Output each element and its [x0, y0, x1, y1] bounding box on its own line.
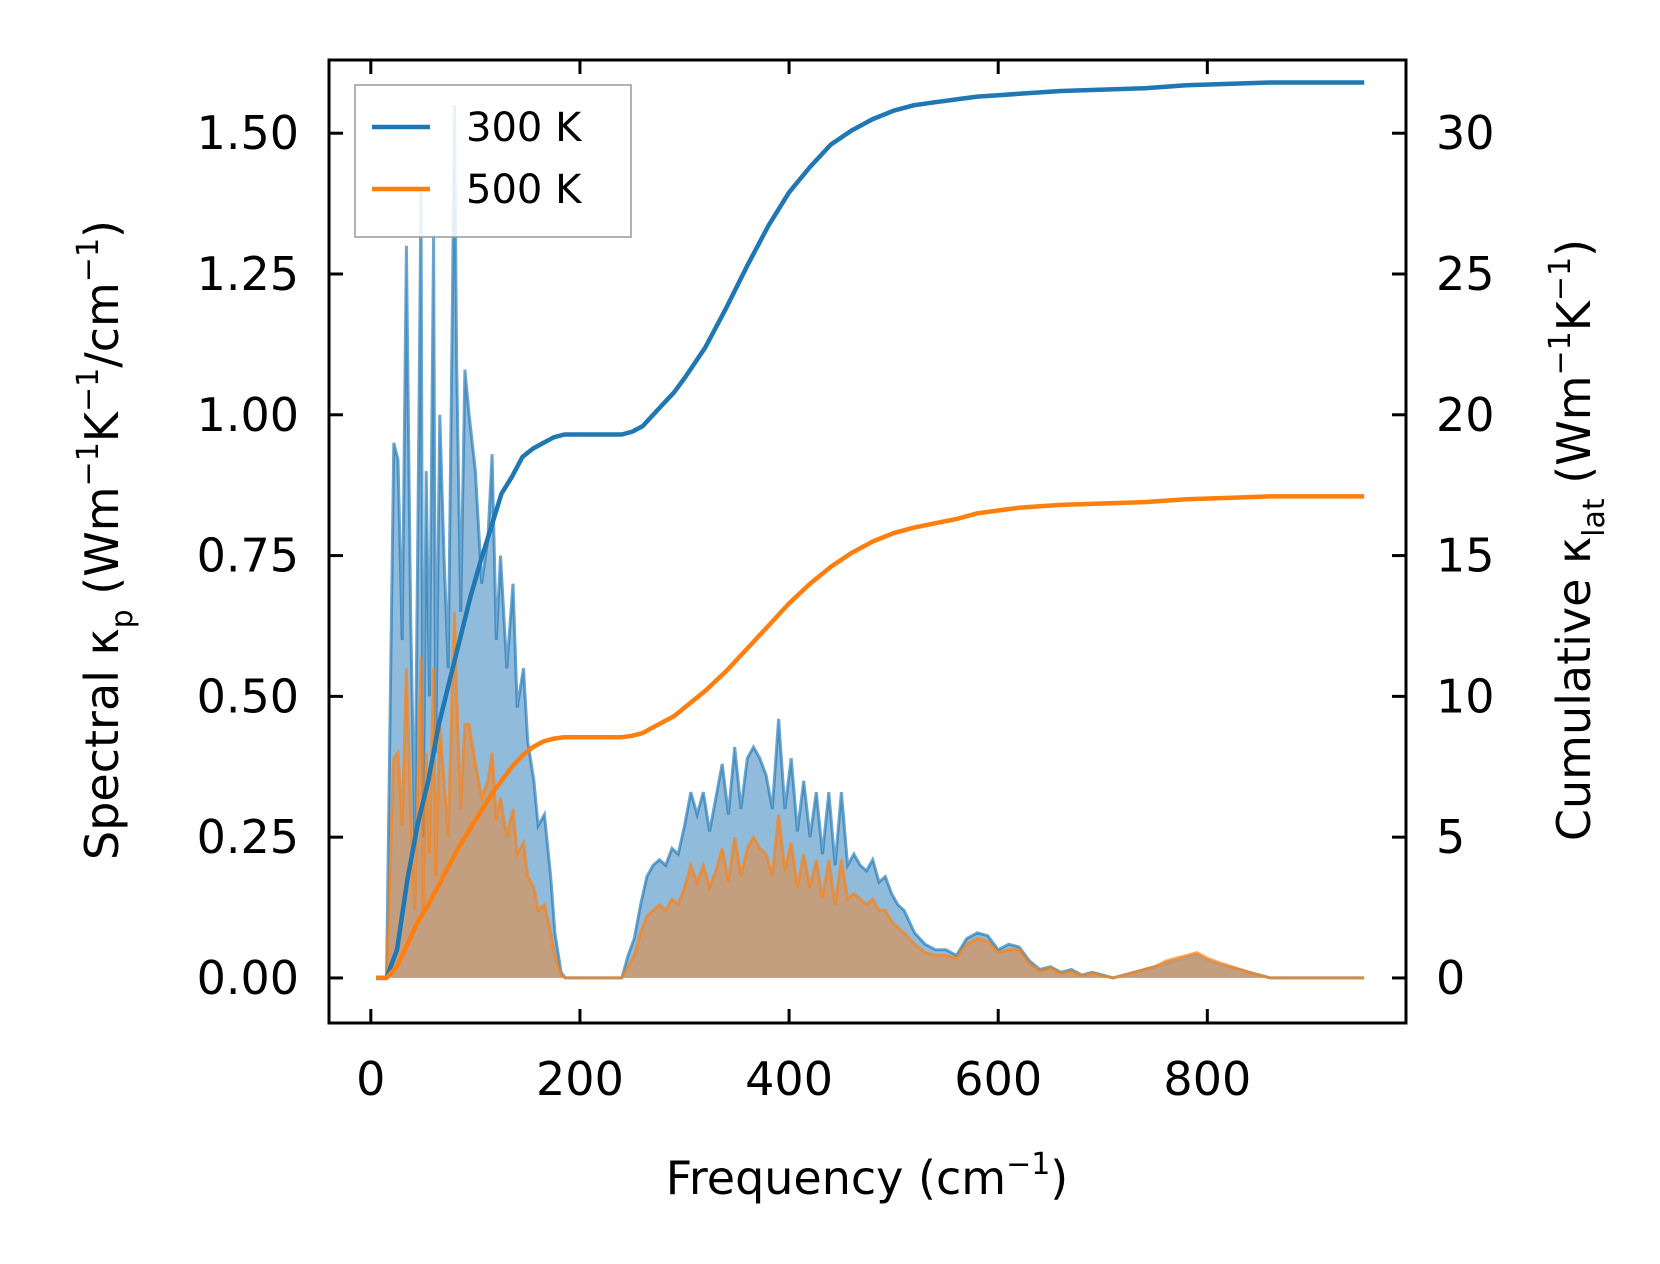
legend: 300 K 500 K [354, 84, 632, 238]
y-left-tick-label-2: 0.50 [197, 669, 299, 723]
y-left-tick-label-3: 0.75 [197, 529, 299, 583]
x-axis-title-end: ) [1050, 1151, 1068, 1205]
cumulative-line-500k [376, 494, 1365, 981]
ylab-right-part-3: −1 [1543, 331, 1578, 375]
ylab-left-part-4: K [75, 410, 129, 442]
y-axis-right-title: Cumulative κlat (Wm−1K−1) [1543, 239, 1612, 841]
spectral-fills [376, 105, 1365, 980]
y-right-tick-label-5: 25 [1436, 247, 1495, 301]
y-left-tick-label-1: 0.25 [197, 810, 299, 864]
ylab-left-part-1: p [105, 609, 140, 628]
spectral-area-500k [376, 611, 1365, 978]
y-axis-left-title: Spectral κp (Wm−1K−1/cm−1) [71, 220, 140, 860]
plot-frame [327, 58, 1408, 1025]
series-lines [376, 80, 1365, 981]
ylab-left-part-0: Spectral κ [75, 628, 129, 860]
y-right-tick-label-0: 0 [1436, 951, 1465, 1005]
y-left-tick-label-6: 1.50 [197, 106, 299, 160]
x-tick-label-200: 200 [536, 1052, 624, 1106]
axis-ticks: 0 200 400 600 8000.000.250.500.751.001.251.5… [197, 60, 1495, 1106]
y-right-tick-label-3: 15 [1436, 529, 1495, 583]
ylab-right-part-2: (Wm [1547, 375, 1601, 498]
ylab-right-part-5: −1 [1543, 257, 1578, 301]
y-right-tick-label-1: 5 [1436, 810, 1465, 864]
y-right-tick-label-2: 10 [1436, 669, 1495, 723]
legend-box [354, 84, 632, 238]
x-tick-label-0: 0 [356, 1052, 385, 1106]
ylab-left-part-8: ) [75, 220, 129, 238]
ylab-left-part-2: (Wm [75, 486, 129, 609]
ylab-left-part-5: −1 [71, 368, 106, 412]
cumulative-line-300k [376, 80, 1365, 981]
ylab-left-part-7: −1 [71, 238, 106, 282]
ylab-left-part-6: /cm [75, 282, 129, 368]
y-left-tick-label-5: 1.25 [197, 247, 299, 301]
ylab-right-part-1: lat [1577, 498, 1612, 537]
x-axis-title: Frequency (cm−1) [666, 1147, 1069, 1205]
ylab-right-part-0: Cumulative κ [1547, 537, 1601, 841]
ylab-right-part-6: ) [1547, 239, 1601, 257]
x-axis-title-sup: −1 [1006, 1147, 1050, 1182]
x-tick-label-800: 800 [1163, 1052, 1251, 1106]
y-left-tick-label-0: 0.00 [197, 951, 299, 1005]
y-right-tick-label-4: 20 [1436, 388, 1495, 442]
legend-label-500k: 500 K [466, 167, 583, 213]
x-tick-label-400: 400 [745, 1052, 833, 1106]
y-right-tick-label-6: 30 [1436, 106, 1495, 160]
ylab-left-part-3: −1 [71, 442, 106, 486]
x-axis-title-main: Frequency (cm [666, 1151, 1006, 1205]
spectral-line-500k [376, 611, 1365, 980]
ylab-right-part-4: K [1547, 299, 1601, 331]
x-tick-label-600: 600 [954, 1052, 1042, 1106]
y-left-tick-label-4: 1.00 [197, 388, 299, 442]
legend-label-300k: 300 K [466, 105, 583, 151]
